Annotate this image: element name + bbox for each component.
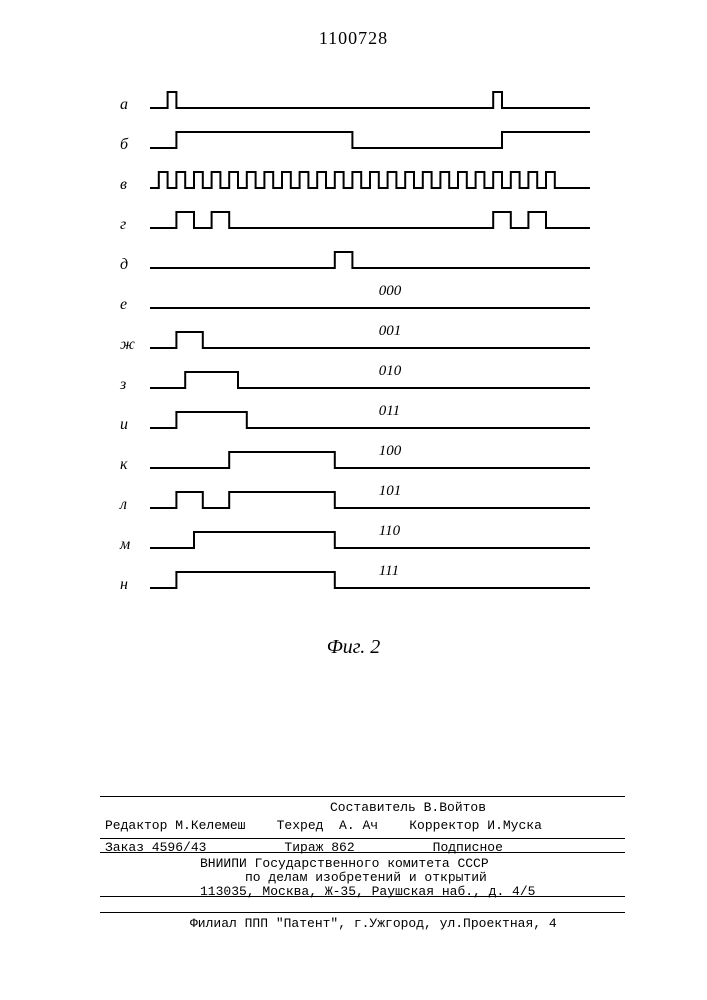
trace-code: 001 <box>379 323 402 340</box>
waveform <box>150 570 590 590</box>
trace-row-ж: ж001 <box>150 314 590 354</box>
trace-row-н: н111 <box>150 554 590 594</box>
waveform <box>150 250 590 270</box>
waveform <box>150 290 590 310</box>
footer-branch: Филиал ППП "Патент", г.Ужгород, ул.Проек… <box>190 916 557 931</box>
trace-label: ж <box>120 336 135 354</box>
trace-row-м: м110 <box>150 514 590 554</box>
trace-row-з: з010 <box>150 354 590 394</box>
trace-label: е <box>120 296 127 314</box>
trace-label: и <box>120 416 128 434</box>
trace-row-и: и011 <box>150 394 590 434</box>
trace-row-б: б <box>150 114 590 154</box>
waveform <box>150 210 590 230</box>
waveform <box>150 330 590 350</box>
trace-row-л: л101 <box>150 474 590 514</box>
trace-row-в: в <box>150 154 590 194</box>
figure-caption: Фиг. 2 <box>0 636 707 659</box>
document-number: 1100728 <box>0 28 707 49</box>
trace-row-а: а <box>150 74 590 114</box>
footer-editor-line: Редактор М.Келемеш Техред А. Ач Корректо… <box>105 818 542 833</box>
waveform <box>150 530 590 550</box>
trace-label: г <box>120 216 126 234</box>
trace-label: з <box>120 376 126 394</box>
footer-vniipi: ВНИИПИ Государственного комитета СССР <box>200 856 489 871</box>
waveform <box>150 370 590 390</box>
waveform <box>150 90 590 110</box>
trace-row-д: д <box>150 234 590 274</box>
trace-row-к: к100 <box>150 434 590 474</box>
trace-code: 010 <box>379 363 402 380</box>
trace-row-г: г <box>150 194 590 234</box>
footer-rule <box>100 796 625 797</box>
footer-address: 113035, Москва, Ж-35, Раушская наб., д. … <box>200 884 535 899</box>
footer-rule <box>100 838 625 839</box>
trace-label: б <box>120 136 128 154</box>
timing-diagram: абвгде000ж001з010и011к100л101м110н111 <box>150 74 590 634</box>
footer-order-line: Заказ 4596/43 Тираж 862 Подписное <box>105 840 503 855</box>
waveform <box>150 130 590 150</box>
trace-code: 000 <box>379 283 402 300</box>
trace-code: 100 <box>379 443 402 460</box>
footer-compiler: Составитель В.Войтов <box>330 800 486 815</box>
waveform <box>150 490 590 510</box>
trace-code: 101 <box>379 483 402 500</box>
waveform <box>150 170 590 190</box>
trace-code: 111 <box>379 563 399 580</box>
trace-label: л <box>120 496 127 514</box>
waveform <box>150 410 590 430</box>
trace-row-е: е000 <box>150 274 590 314</box>
trace-label: а <box>120 96 128 114</box>
trace-code: 110 <box>379 523 400 540</box>
trace-label: в <box>120 176 127 194</box>
trace-code: 011 <box>379 403 400 420</box>
trace-label: м <box>120 536 130 554</box>
waveform <box>150 450 590 470</box>
trace-label: н <box>120 576 128 594</box>
trace-label: к <box>120 456 127 474</box>
footer-rule <box>100 912 625 913</box>
trace-label: д <box>120 256 128 274</box>
page: 1100728 абвгде000ж001з010и011к100л101м11… <box>0 0 707 1000</box>
footer-affairs: по делам изобретений и открытий <box>245 870 487 885</box>
